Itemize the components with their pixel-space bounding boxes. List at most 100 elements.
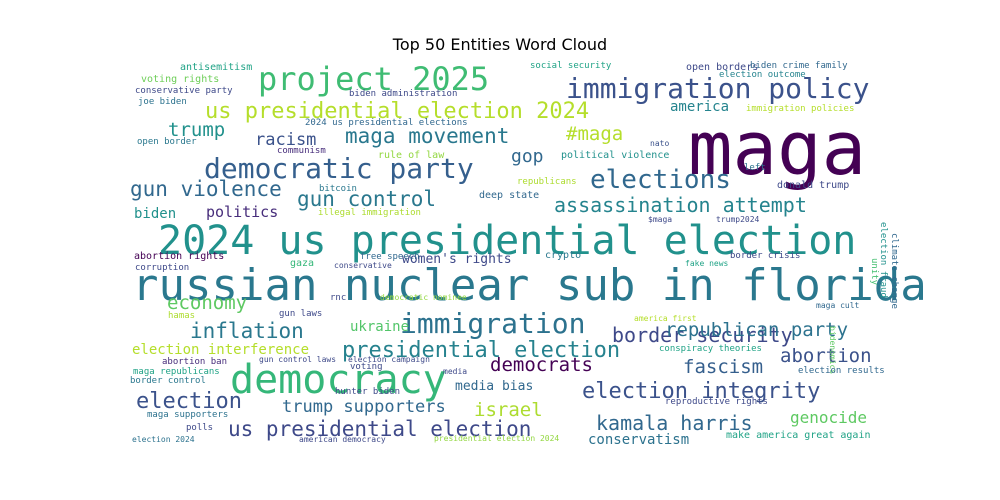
word-corruption: corruption — [135, 263, 189, 273]
word-democrats: democrats — [490, 354, 593, 376]
word-israel: israel — [474, 399, 543, 421]
word-abortion-ban: abortion ban — [162, 357, 227, 367]
word-presidential-election-2024: presidential election 2024 — [434, 434, 559, 443]
word-election-campaign: election campaign — [348, 355, 430, 364]
word-media-bias: media bias — [455, 379, 533, 394]
word-climate-change: climate change — [889, 233, 899, 309]
word-biden-administration: biden administration — [349, 89, 457, 99]
word-russian-nuclear-sub-in-florida: russian nuclear sub in florida — [132, 260, 927, 311]
word-media: media — [443, 367, 467, 376]
word-election-results: election results — [798, 366, 885, 376]
word-election-outcome: election outcome — [719, 70, 806, 80]
word-project-2025: project 2025 — [258, 60, 489, 98]
word-2024-us-presidential-election: 2024 us presidential election — [158, 218, 856, 264]
word-bidenomics: bidenomics — [828, 326, 837, 374]
word-immigration-policy: immigration policy — [566, 72, 869, 105]
word-conservative: conservative — [334, 261, 392, 270]
word-america: america — [670, 99, 729, 115]
word-deep-state: deep state — [479, 190, 539, 201]
word-voting-rights: voting rights — [141, 74, 219, 85]
word-maga: #maga — [566, 123, 623, 145]
word-trump-supporters: trump supporters — [282, 397, 446, 417]
word-kamala-harris: kamala harris — [596, 411, 753, 435]
word-democratic-party: democratic party — [204, 152, 474, 185]
word-reproductive-rights: reproductive rights — [665, 397, 768, 407]
word-left: left — [744, 163, 766, 173]
word-bitcoin: bitcoin — [319, 184, 357, 194]
word-gun-control-laws: gun control laws — [259, 355, 336, 364]
word-gun-control: gun control — [297, 187, 436, 211]
word-us-presidential-election-2024: us presidential election 2024 — [205, 99, 589, 124]
word-open-borders: open borders — [686, 62, 758, 73]
word-joe-biden: joe biden — [138, 97, 187, 107]
word-election-interference: election interference — [132, 342, 309, 358]
word-maga: maga — [688, 106, 866, 192]
word-hunter-biden: hunter biden — [335, 387, 400, 397]
word-election-2024: election 2024 — [132, 435, 195, 444]
word-communism: communism — [277, 146, 326, 156]
word-ukraine: ukraine — [350, 319, 409, 335]
word-voting: voting — [350, 362, 383, 372]
word-abortion: abortion — [780, 345, 872, 367]
word-political-violence: political violence — [561, 150, 669, 161]
word-trump: trump — [168, 119, 225, 141]
word-us-presidential-election: us presidential election — [228, 417, 531, 441]
word-conservative-party: conservative party — [135, 86, 233, 96]
word-racism: racism — [255, 130, 316, 150]
word-make-america-great-again: make america great again — [726, 430, 871, 441]
word-2024-us-presidential-elections: 2024 us presidential elections — [305, 118, 468, 128]
word-conservatism: conservatism — [588, 432, 689, 448]
word-maga: $maga — [648, 215, 672, 224]
word-social-security: social security — [530, 61, 612, 71]
word-maga-republicans: maga republicans — [133, 367, 220, 377]
word-border-control: border control — [130, 376, 206, 386]
word-democracy: democracy — [230, 357, 447, 403]
word-inflation: inflation — [190, 319, 304, 343]
word-nato: nato — [650, 139, 669, 148]
word-elections: elections — [590, 165, 731, 195]
word-trump2024: trump2024 — [716, 215, 760, 224]
word-donald-trump: donald trump — [777, 180, 849, 191]
word-american-democracy: american democracy — [299, 435, 386, 444]
word-biden-crime-family: biden crime family — [750, 61, 848, 71]
word-maga-supporters: maga supporters — [147, 410, 228, 420]
word-crypto: crypto — [545, 250, 581, 261]
word-election-fraud: election fraud — [878, 222, 888, 298]
word-unity: unity — [869, 258, 879, 286]
word-gaza: gaza — [290, 258, 314, 269]
word-republicans: republicans — [517, 177, 577, 187]
word-antisemitism: antisemitism — [180, 62, 252, 73]
word-women-s-rights: women's rights — [402, 252, 512, 267]
word-polls: polls — [186, 423, 213, 433]
word-immigration: immigration — [400, 307, 585, 340]
word-illegal-immigration: illegal immigration — [318, 208, 421, 218]
word-republican-party: republican party — [665, 319, 848, 341]
word-rule-of-law: rule of law — [378, 150, 445, 161]
word-free-speech: free speech — [360, 252, 420, 262]
word-economy: economy — [167, 292, 247, 314]
word-border-crisis: border crisis — [730, 251, 800, 261]
word-election: election — [136, 389, 242, 414]
word-conspiracy-theories: conspiracy theories — [659, 344, 762, 354]
word-gop: gop — [511, 146, 544, 167]
word-rnc: rnc — [330, 293, 346, 303]
word-biden: biden — [134, 206, 176, 222]
chart-title: Top 50 Entities Word Cloud — [392, 35, 608, 54]
word-hamas: hamas — [168, 311, 195, 321]
word-genocide: genocide — [790, 408, 867, 427]
word-gun-laws: gun laws — [279, 309, 322, 319]
word-maga-movement: maga movement — [345, 124, 509, 148]
word-immigration-policies: immigration policies — [746, 104, 854, 114]
word-gun-violence: gun violence — [130, 177, 282, 201]
word-fake-news: fake news — [685, 259, 729, 268]
word-fascism: fascism — [683, 356, 763, 378]
word-abortion-rights: abortion rights — [134, 251, 224, 262]
word-politics: politics — [206, 203, 278, 221]
word-assassination-attempt: assassination attempt — [554, 193, 807, 217]
word-presidential-election: presidential election — [342, 338, 620, 363]
word-border-security: border security — [612, 323, 793, 347]
word-maga-cult: maga cult — [816, 301, 860, 310]
word-america-first: america first — [634, 314, 697, 323]
